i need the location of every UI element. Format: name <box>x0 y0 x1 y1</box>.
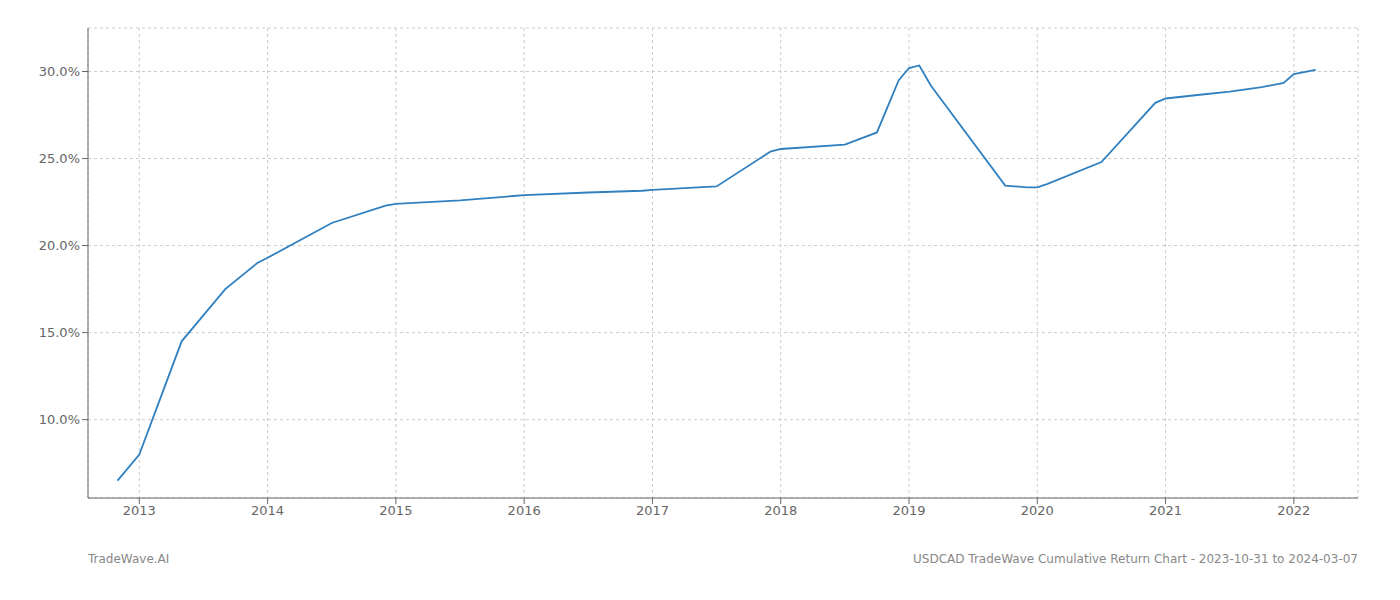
svg-text:10.0%: 10.0% <box>39 412 80 427</box>
svg-text:2020: 2020 <box>1021 503 1054 518</box>
svg-text:2021: 2021 <box>1149 503 1182 518</box>
html-text:USDCAD TradeWave Cumulative Re: USDCAD TradeWave Cumulative Return Chart… <box>913 552 1358 566</box>
svg-text:30.0%: 30.0% <box>39 64 80 79</box>
svg-text:2014: 2014 <box>251 503 284 518</box>
svg-text:2015: 2015 <box>379 503 412 518</box>
svg-text:2013: 2013 <box>123 503 156 518</box>
svg-text:2017: 2017 <box>636 503 669 518</box>
svg-text:25.0%: 25.0% <box>39 151 80 166</box>
svg-text:2018: 2018 <box>764 503 797 518</box>
svg-text:15.0%: 15.0% <box>39 325 80 340</box>
svg-text:20.0%: 20.0% <box>39 238 80 253</box>
svg-text:2016: 2016 <box>508 503 541 518</box>
svg-text:2019: 2019 <box>892 503 925 518</box>
html-text:TradeWave.AI: TradeWave.AI <box>88 552 170 566</box>
svg-text:2022: 2022 <box>1277 503 1310 518</box>
